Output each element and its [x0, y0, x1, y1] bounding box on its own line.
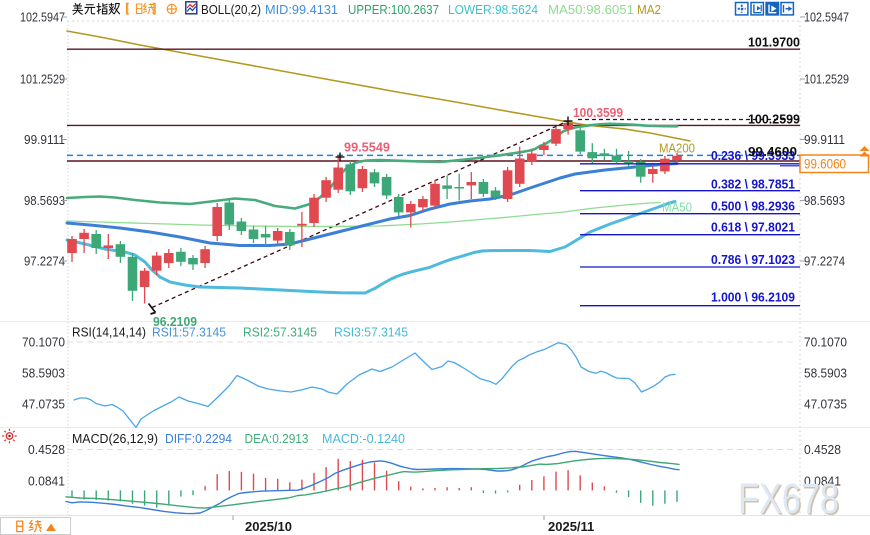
svg-text:2025/10: 2025/10 [245, 519, 292, 534]
svg-text:FX678: FX678 [740, 477, 841, 525]
svg-text:MID:99.4131: MID:99.4131 [265, 2, 338, 17]
svg-text:99.6060: 99.6060 [804, 156, 846, 171]
svg-text:RSI(14,14,14): RSI(14,14,14) [72, 325, 146, 340]
svg-text:98.5693: 98.5693 [24, 194, 65, 208]
svg-text:58.5903: 58.5903 [22, 367, 65, 381]
svg-text:47.0735: 47.0735 [804, 398, 847, 412]
svg-text:101.2529: 101.2529 [20, 73, 65, 87]
svg-text:70.1070: 70.1070 [22, 336, 65, 350]
svg-text:MA2: MA2 [637, 2, 661, 17]
svg-text:99.9111: 99.9111 [804, 133, 845, 147]
svg-text:58.5903: 58.5903 [804, 367, 847, 381]
svg-text:99.4600: 99.4600 [748, 144, 797, 159]
svg-text:MACD(26,12,9): MACD(26,12,9) [72, 431, 158, 446]
svg-text:DIFF:0.2294: DIFF:0.2294 [165, 431, 232, 446]
svg-text:MACD:-0.1240: MACD:-0.1240 [322, 431, 405, 446]
svg-text:99.9111: 99.9111 [24, 133, 65, 147]
svg-text:100.3599: 100.3599 [573, 105, 623, 120]
svg-text:0.4528: 0.4528 [28, 443, 65, 457]
svg-text:0.382 \ 98.7851: 0.382 \ 98.7851 [711, 177, 795, 192]
svg-text:100.2599: 100.2599 [748, 111, 800, 126]
svg-text:RSI2:57.3145: RSI2:57.3145 [243, 325, 317, 340]
svg-text:101.9700: 101.9700 [748, 34, 800, 49]
svg-text:FX678: FX678 [738, 475, 839, 523]
svg-text:98.5693: 98.5693 [804, 194, 845, 208]
svg-text:0.500 \ 98.2936: 0.500 \ 98.2936 [711, 199, 795, 214]
svg-text:96.2109: 96.2109 [153, 314, 197, 329]
svg-text:0.0841: 0.0841 [28, 474, 65, 488]
svg-text:99.5549: 99.5549 [344, 140, 390, 155]
svg-text:47.0735: 47.0735 [22, 398, 65, 412]
svg-text:0.0841: 0.0841 [804, 474, 841, 488]
svg-text:102.5947: 102.5947 [20, 11, 65, 25]
svg-text:RSI3:57.3145: RSI3:57.3145 [334, 325, 408, 340]
svg-text:MA50: MA50 [662, 200, 692, 215]
svg-text:MA200: MA200 [659, 141, 695, 156]
svg-text:UPPER:100.2637: UPPER:100.2637 [348, 2, 439, 17]
svg-text:97.2274: 97.2274 [24, 255, 65, 269]
svg-text:0.236 \ 99.3933: 0.236 \ 99.3933 [711, 148, 795, 163]
svg-text:2025/11: 2025/11 [548, 519, 594, 534]
svg-text:0.618 \ 97.8021: 0.618 \ 97.8021 [711, 220, 795, 235]
svg-text:0.4528: 0.4528 [804, 443, 841, 457]
svg-text:1.000 \ 96.2109: 1.000 \ 96.2109 [711, 290, 795, 305]
svg-text:101.2529: 101.2529 [804, 73, 849, 87]
svg-text:LOWER:98.5624: LOWER:98.5624 [448, 2, 538, 17]
svg-text:70.1070: 70.1070 [804, 336, 847, 350]
svg-text:DEA:0.2913: DEA:0.2913 [245, 431, 309, 446]
svg-text:RSI1:57.3145: RSI1:57.3145 [152, 325, 226, 340]
svg-text:102.5947: 102.5947 [804, 11, 849, 25]
svg-text:97.2274: 97.2274 [804, 255, 845, 269]
svg-text:0.786 \ 97.1023: 0.786 \ 97.1023 [711, 252, 795, 267]
svg-text:BOLL(20,2): BOLL(20,2) [201, 2, 261, 17]
svg-text:MA50:98.6051: MA50:98.6051 [548, 2, 634, 17]
